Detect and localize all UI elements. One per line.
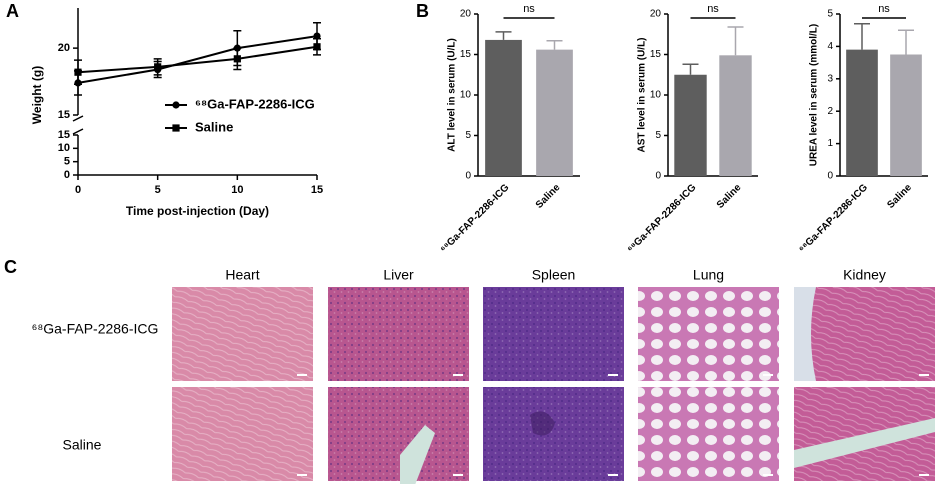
error-bar bbox=[854, 22, 870, 50]
axis-break bbox=[72, 115, 84, 122]
scale-bar bbox=[297, 474, 307, 476]
y-tick-label: 0 bbox=[64, 169, 70, 181]
scale-bar bbox=[453, 474, 463, 476]
y-tick-label: 15 bbox=[58, 109, 70, 121]
axis-break bbox=[72, 128, 84, 135]
column-title: Heart bbox=[225, 267, 259, 283]
bar bbox=[846, 49, 878, 176]
y-tick-label: 20 bbox=[58, 42, 70, 54]
y-tick-label: 2 bbox=[827, 106, 833, 117]
marker bbox=[233, 55, 241, 63]
bar bbox=[719, 55, 752, 177]
y-tick-label: 0 bbox=[655, 171, 661, 182]
y-tick-label: 20 bbox=[460, 9, 472, 20]
error-bar bbox=[727, 26, 744, 56]
x-tick-label: ⁶⁸Ga-FAP-2286-ICG bbox=[439, 182, 512, 255]
image-texture bbox=[328, 387, 469, 481]
scale-bar bbox=[608, 374, 618, 376]
y-axis-label: Weight (g) bbox=[30, 66, 44, 124]
bar bbox=[890, 54, 922, 176]
y-tick-label: 10 bbox=[58, 142, 70, 154]
x-tick-label: ⁶⁸Ga-FAP-2286-ICG bbox=[797, 182, 870, 255]
y-tick-label: 4 bbox=[827, 41, 833, 52]
error-bar bbox=[546, 39, 563, 50]
x-tick-label: ⁶⁸Ga-FAP-2286-ICG bbox=[626, 182, 699, 255]
column-title: Lung bbox=[693, 267, 724, 283]
panel-label: A bbox=[6, 1, 19, 21]
image-texture bbox=[638, 387, 779, 481]
x-tick-label: 5 bbox=[155, 184, 161, 196]
x-tick-label: Saline bbox=[885, 182, 914, 211]
vessel bbox=[530, 411, 555, 436]
column-title: Spleen bbox=[532, 267, 576, 283]
row-label: ⁶⁸Ga-FAP-2286-ICG bbox=[32, 321, 159, 337]
x-tick-label: 0 bbox=[75, 184, 81, 196]
legend-label: ⁶⁸Ga-FAP-2286-ICG bbox=[195, 96, 315, 111]
vessel bbox=[400, 425, 435, 484]
y-axis-label: AST level in serum (U/L) bbox=[637, 37, 648, 152]
legend-marker bbox=[172, 101, 180, 109]
y-tick-label: 1 bbox=[827, 138, 833, 149]
annotation: ns bbox=[878, 3, 890, 15]
marker bbox=[313, 32, 321, 40]
marker bbox=[154, 63, 162, 71]
y-tick-label: 5 bbox=[64, 156, 70, 168]
y-tick-label: 5 bbox=[655, 130, 661, 141]
marker bbox=[313, 43, 321, 51]
row-label: Saline bbox=[63, 437, 102, 453]
x-tick-label: 15 bbox=[311, 184, 323, 196]
image-texture bbox=[483, 287, 624, 381]
error-bar bbox=[495, 31, 512, 40]
y-tick-label: 20 bbox=[650, 9, 662, 20]
y-tick-label: 15 bbox=[460, 49, 472, 60]
legend-label: Saline bbox=[195, 119, 233, 134]
line bbox=[77, 35, 318, 84]
image-texture bbox=[638, 287, 779, 381]
marker bbox=[74, 68, 82, 76]
y-tick-label: 10 bbox=[460, 90, 472, 101]
error-bar bbox=[682, 63, 699, 75]
bar bbox=[674, 74, 707, 176]
line bbox=[77, 45, 318, 74]
annotation: ns bbox=[523, 3, 535, 15]
y-tick-label: 10 bbox=[650, 90, 662, 101]
y-tick-label: 15 bbox=[650, 49, 662, 60]
column-title: Kidney bbox=[843, 267, 886, 283]
panel-label: C bbox=[4, 257, 17, 277]
image-texture bbox=[172, 287, 313, 381]
scale-bar bbox=[763, 374, 773, 376]
image-texture bbox=[483, 387, 624, 481]
x-tick-label: Saline bbox=[715, 182, 744, 211]
y-axis-label: UREA level in serum (mmol/L) bbox=[809, 24, 820, 166]
column-title: Liver bbox=[383, 267, 414, 283]
y-axis-label: ALT level in serum (U/L) bbox=[447, 38, 458, 152]
scale-bar bbox=[297, 374, 307, 376]
annotation: ns bbox=[707, 3, 719, 15]
scale-bar bbox=[453, 374, 463, 376]
panel-label: B bbox=[416, 1, 429, 21]
y-tick-label: 3 bbox=[827, 73, 833, 84]
x-tick-label: 10 bbox=[231, 184, 243, 196]
legend-marker bbox=[172, 124, 180, 132]
image-texture bbox=[794, 287, 935, 381]
x-axis-label: Time post-injection (Day) bbox=[126, 204, 269, 218]
image-texture bbox=[328, 287, 469, 381]
bar bbox=[485, 39, 522, 176]
image-texture bbox=[172, 387, 313, 481]
x-tick-label: Saline bbox=[534, 182, 563, 211]
vessel bbox=[794, 287, 816, 381]
y-tick-label: 0 bbox=[827, 171, 833, 182]
bar bbox=[536, 49, 573, 176]
vessel bbox=[794, 418, 935, 468]
error-bar bbox=[898, 29, 914, 55]
scale-bar bbox=[608, 474, 618, 476]
scale-bar bbox=[919, 474, 929, 476]
scale-bar bbox=[919, 374, 929, 376]
y-tick-label: 5 bbox=[827, 9, 833, 20]
y-tick-label: 0 bbox=[465, 171, 471, 182]
y-tick-label: 15 bbox=[58, 129, 70, 141]
y-tick-label: 5 bbox=[465, 130, 471, 141]
scale-bar bbox=[763, 474, 773, 476]
